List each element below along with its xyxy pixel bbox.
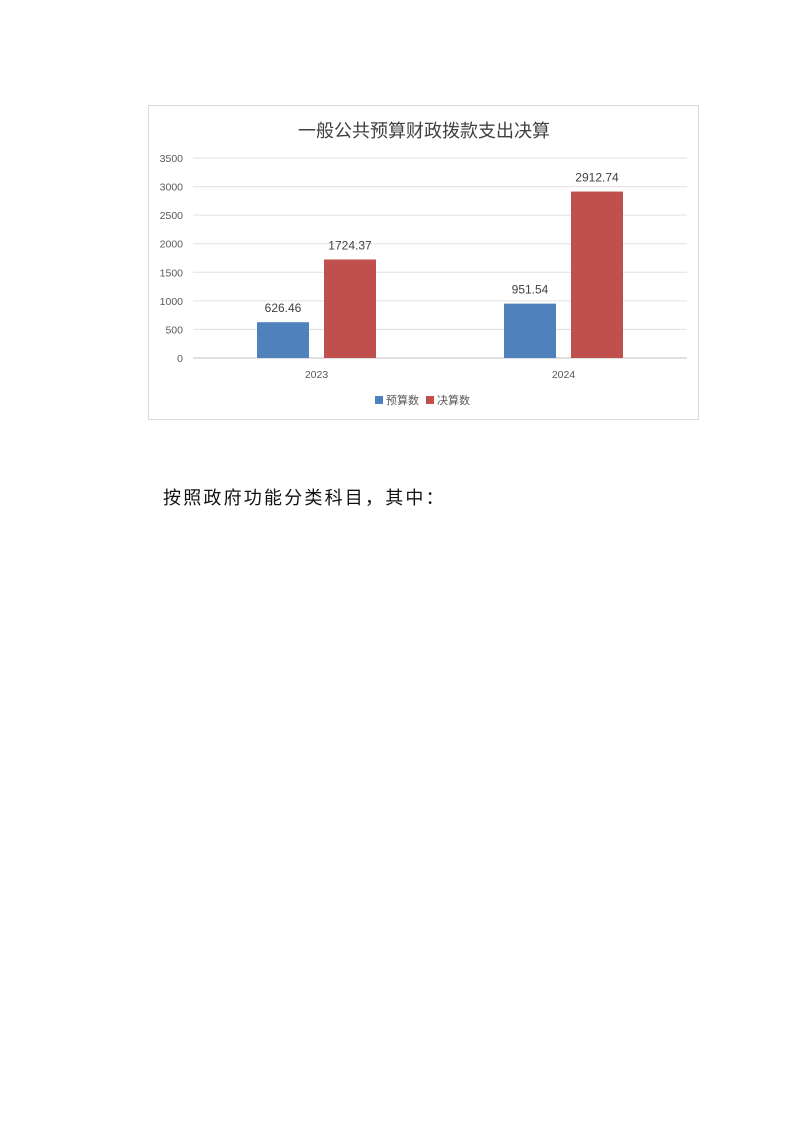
x-tick-label: 2023 — [305, 369, 329, 381]
x-tick-label: 2024 — [552, 369, 576, 381]
bar-预算数-2024 — [504, 303, 556, 358]
data-label: 1724.37 — [328, 238, 372, 252]
chart-title: 一般公共预算财政拨款支出决算 — [298, 121, 550, 142]
y-tick-label: 500 — [165, 324, 183, 336]
body-paragraph: 按照政府功能分类科目，其中： — [163, 488, 446, 509]
y-tick-label: 1500 — [160, 267, 184, 279]
data-label: 2912.74 — [575, 171, 619, 185]
y-tick-label: 2500 — [160, 210, 184, 222]
bar-决算数-2024 — [571, 191, 623, 358]
legend-swatch-预算数 — [375, 396, 383, 404]
bar-预算数-2023 — [257, 322, 309, 358]
bar-chart: 一般公共预算财政拨款支出决算 0 500 1000 1500 2000 2500 3000 3… — [160, 121, 687, 407]
y-tick-label: 3000 — [160, 182, 184, 194]
bars: 626.46 1724.37 951.54 2912.74 — [257, 171, 623, 358]
chart-container: 一般公共预算财政拨款支出决算 0 500 1000 1500 2000 2500 3000 3… — [148, 105, 699, 420]
legend-swatch-决算数 — [426, 396, 434, 404]
y-axis-ticks: 0 500 1000 1500 2000 2500 3000 3500 — [160, 153, 184, 365]
legend-label: 预算数 — [386, 393, 419, 407]
data-label: 626.46 — [265, 301, 302, 315]
legend-label: 决算数 — [437, 393, 470, 407]
y-tick-label: 3500 — [160, 153, 184, 165]
bar-决算数-2023 — [324, 259, 376, 358]
y-tick-label: 1000 — [160, 296, 184, 308]
legend: 预算数 决算数 — [375, 393, 470, 407]
x-axis-ticks: 2023 2024 — [305, 369, 576, 381]
y-tick-label: 2000 — [160, 239, 184, 251]
y-tick-label: 0 — [177, 353, 183, 365]
data-label: 951.54 — [512, 283, 549, 297]
